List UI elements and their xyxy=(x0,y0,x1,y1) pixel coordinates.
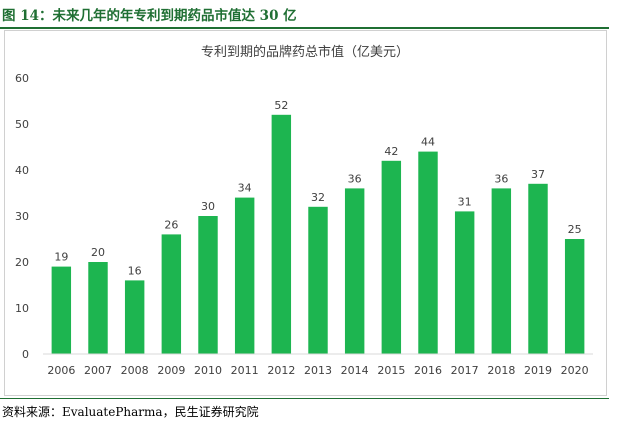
data-label: 32 xyxy=(311,191,325,204)
bar-2006 xyxy=(51,266,72,354)
bar-2007 xyxy=(88,262,108,354)
bar-2016 xyxy=(418,151,438,354)
x-tick-label: 2018 xyxy=(487,364,515,377)
data-label: 31 xyxy=(458,195,472,208)
x-axis: 2006 2007 2008 2009 2010 2011 2012 2013 2014 2015… xyxy=(43,353,593,377)
data-label: 36 xyxy=(348,172,362,185)
data-label: 19 xyxy=(54,251,68,264)
data-label: 26 xyxy=(164,218,178,231)
x-tick-label: 2014 xyxy=(341,364,369,377)
bar-2012 xyxy=(271,114,292,354)
x-tick-label: 2016 xyxy=(414,364,442,377)
bar-2019 xyxy=(528,183,548,354)
x-tick-label: 2011 xyxy=(231,364,259,377)
bar-2017 xyxy=(454,211,475,354)
bar-2018 xyxy=(491,188,512,354)
data-label: 44 xyxy=(421,136,435,149)
data-label: 52 xyxy=(274,99,288,112)
y-tick-label: 40 xyxy=(15,164,29,177)
x-tick-label: 2010 xyxy=(194,364,222,377)
bar-2013 xyxy=(308,206,328,354)
y-tick-label: 60 xyxy=(15,72,29,85)
chart-frame: 专利到期的品牌药总市值（亿美元） 0 10 20 30 40 50 60 19 20 16 26 3… xyxy=(4,30,607,396)
chart-title: 专利到期的品牌药总市值（亿美元） xyxy=(201,44,409,60)
bar-2008 xyxy=(124,280,145,354)
x-tick-label: 2009 xyxy=(157,364,185,377)
x-tick-label: 2020 xyxy=(561,364,589,377)
x-tick-label: 2007 xyxy=(84,364,112,377)
data-label: 16 xyxy=(128,264,142,277)
source-note: 资料来源：EvaluatePharma，民生证券研究院 xyxy=(2,405,259,419)
data-label: 34 xyxy=(238,182,252,195)
bar-2011 xyxy=(234,197,255,354)
bar-2020 xyxy=(564,239,585,354)
data-label: 42 xyxy=(384,145,398,158)
x-tick-label: 2019 xyxy=(524,364,552,377)
y-tick-label: 30 xyxy=(15,210,29,223)
x-tick-label: 2013 xyxy=(304,364,332,377)
y-tick-label: 50 xyxy=(15,118,29,131)
bar-2015 xyxy=(381,160,402,354)
y-tick-label: 10 xyxy=(15,302,29,315)
x-tick-label: 2017 xyxy=(451,364,479,377)
y-tick-label: 0 xyxy=(22,348,29,361)
bar-2010 xyxy=(198,216,218,354)
data-label: 36 xyxy=(494,172,508,185)
x-tick-label: 2015 xyxy=(377,364,405,377)
x-tick-label: 2012 xyxy=(267,364,295,377)
top-rule xyxy=(0,27,609,29)
data-label: 25 xyxy=(568,223,582,236)
bar-2009 xyxy=(161,234,182,354)
data-label: 20 xyxy=(91,246,105,259)
x-tick-label: 2008 xyxy=(121,364,149,377)
bars: 19 20 16 26 30 34 52 32 36 42 44 31 36 37 25 xyxy=(51,99,585,354)
y-axis: 0 10 20 30 40 50 60 xyxy=(15,72,29,361)
data-label: 37 xyxy=(531,168,545,181)
figure-caption: 图 14：未来几年的年专利到期药品市值达 30 亿 xyxy=(2,8,297,24)
bar-2014 xyxy=(344,188,365,354)
y-tick-label: 20 xyxy=(15,256,29,269)
data-label: 30 xyxy=(201,200,215,213)
x-tick-label: 2006 xyxy=(47,364,75,377)
bottom-rule xyxy=(0,398,609,399)
